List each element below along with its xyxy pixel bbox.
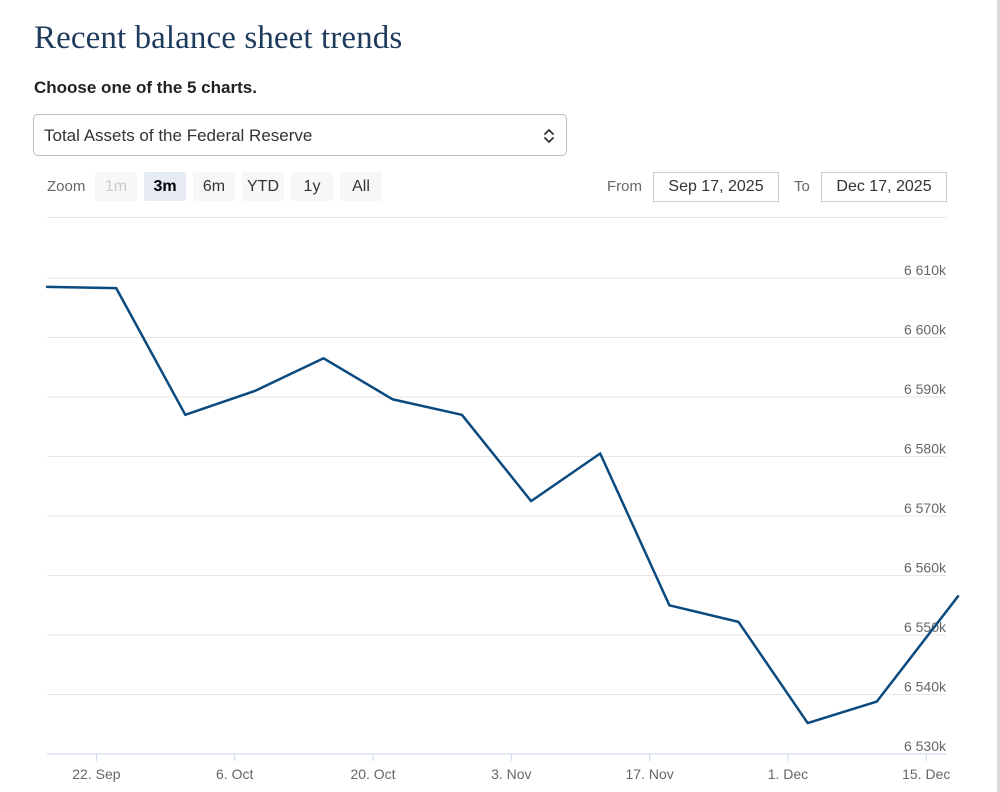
data-point xyxy=(597,451,603,457)
range-from-label: From xyxy=(607,178,642,195)
zoom-3m-button[interactable]: 3m xyxy=(144,172,186,201)
zoom-label: Zoom xyxy=(47,178,86,195)
zoom-all-button[interactable]: All xyxy=(340,172,382,201)
data-point xyxy=(955,593,961,599)
x-tick-label: 3. Nov xyxy=(491,766,531,782)
chart-select-dropdown[interactable]: Total Assets of the Federal Reserve xyxy=(33,114,567,156)
zoom-1y-button[interactable]: 1y xyxy=(291,172,333,201)
data-point xyxy=(113,285,119,291)
y-tick-label: 6 610k xyxy=(904,262,947,278)
chart-chooser-prompt: Choose one of the 5 charts. xyxy=(34,78,257,97)
data-point xyxy=(390,396,396,402)
series-line xyxy=(45,285,960,725)
page-edge-divider xyxy=(997,0,1000,792)
y-tick-label: 6 560k xyxy=(904,560,947,576)
page-title: Recent balance sheet trends xyxy=(34,20,403,56)
range-to-label: To xyxy=(794,178,810,195)
x-tick-label: 17. Nov xyxy=(626,766,674,782)
navigator-divider xyxy=(47,217,946,218)
x-tick-label: 1. Dec xyxy=(768,766,808,782)
x-tick-label: 22. Sep xyxy=(72,766,120,782)
y-tick-label: 6 580k xyxy=(904,441,947,457)
y-tick-label: 6 530k xyxy=(904,738,947,754)
up-down-chevron-icon xyxy=(544,129,554,143)
data-point xyxy=(874,699,880,705)
x-tick-label: 6. Oct xyxy=(216,766,253,782)
zoom-1m-button[interactable]: 1m xyxy=(95,172,137,201)
x-tick-label: 20. Oct xyxy=(350,766,395,782)
zoom-ytd-button[interactable]: YTD xyxy=(242,172,284,201)
chart-select-value: Total Assets of the Federal Reserve xyxy=(44,126,313,145)
data-point xyxy=(528,498,534,504)
range-to-input[interactable]: Dec 17, 2025 xyxy=(821,172,947,202)
y-tick-label: 6 540k xyxy=(904,679,947,695)
x-tick-label: 15. Dec xyxy=(902,766,950,782)
data-point xyxy=(736,619,742,625)
y-tick-label: 6 570k xyxy=(904,500,947,516)
range-from-input[interactable]: Sep 17, 2025 xyxy=(653,172,779,202)
y-tick-label: 6 550k xyxy=(904,619,947,635)
data-point xyxy=(805,720,811,726)
data-point xyxy=(182,412,188,418)
zoom-6m-button[interactable]: 6m xyxy=(193,172,235,201)
data-point xyxy=(321,355,327,361)
data-point xyxy=(666,602,672,608)
y-tick-label: 6 600k xyxy=(904,322,947,338)
y-tick-label: 6 590k xyxy=(904,381,947,397)
data-point xyxy=(252,388,258,394)
data-point xyxy=(44,284,50,290)
data-point xyxy=(459,412,465,418)
